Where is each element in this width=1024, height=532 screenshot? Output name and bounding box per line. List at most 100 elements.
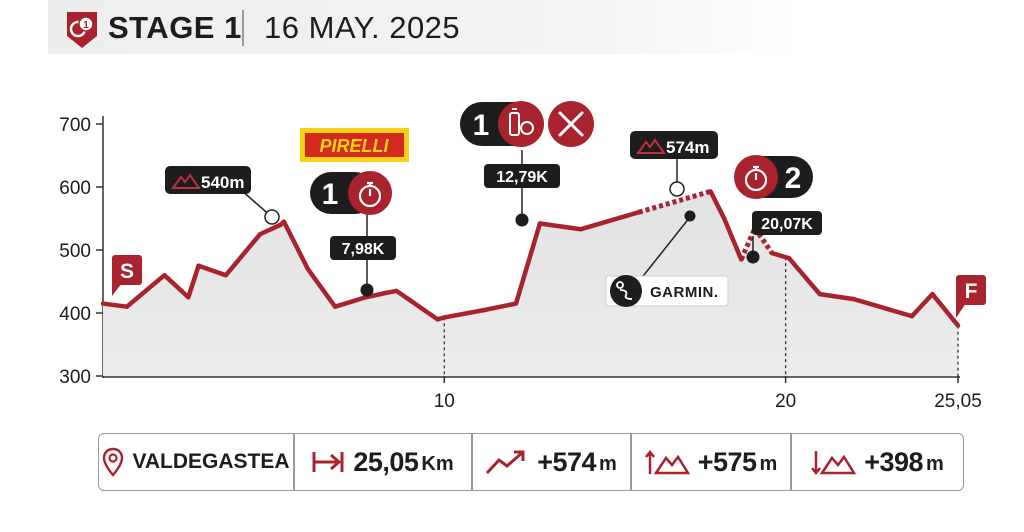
profile-area-fill [103,191,958,376]
summit-540: 540m [165,166,280,225]
profile-segment [305,266,338,309]
max-elevation-value: +574 [537,446,597,477]
y-tick-label: 400 [59,304,91,325]
profile-line [100,189,961,328]
profile-segment [407,298,440,322]
summit-point [669,181,685,197]
start-flag: S [112,255,142,296]
stage-title: STAGE 1 [108,10,242,45]
stat-elevation-loss: +398 m [791,434,963,490]
garmin-label: GARMIN. [650,284,719,301]
profile-segment-dashed [738,226,758,261]
profile-segment-dashed [638,189,712,215]
checkpoint-number: 2 [785,162,802,195]
profile-segment [394,288,413,303]
profile-segment [257,222,283,237]
summit-label: 540m [201,173,244,192]
profile-segment [281,219,311,272]
elevation-loss-unit: m [926,452,944,475]
y-tick-label: 500 [59,241,91,262]
profile-segment [909,291,935,319]
garmin-point: GARMIN. [605,210,729,307]
pirelli-logo: PIRELLI [300,128,409,162]
stage-date: 16 MAY. 2025 [264,10,461,45]
profile-segment [483,301,519,313]
bottle-apple-icon [509,108,534,136]
stat-divider [630,434,632,490]
profile-segment [817,291,857,302]
elevation-gain-value: +575 [697,446,757,477]
stopwatch-icon [358,181,382,208]
profile-segment [930,291,961,328]
mountain-icon [636,138,666,154]
stat-divider [790,434,792,490]
elevation-loss-value: +398 [864,446,924,477]
checkpoint-distance: 20,07K [761,216,813,233]
stats-bar: VALDEGASTEA 25,05 Km +574 m +575 m [98,433,964,491]
stage-marker-icon: 1 [67,12,97,48]
checkpoint-distance: 7,98K [342,241,385,258]
stat-elevation-gain: +575 m [631,434,790,490]
profile-area [103,191,958,376]
tools-icon [558,111,584,137]
y-tick-label: 600 [59,178,91,199]
profile-segment [786,255,823,297]
x-tick-label: 10 [434,391,455,412]
header-bar [48,0,800,54]
y-tick-label: 700 [59,115,91,136]
profile-segment [537,221,584,232]
stat-divider [471,434,473,490]
x-tick-label: 20 [775,391,796,412]
distance-value: 25,05 [353,446,419,477]
x-ticks: 10 20 25,05 [434,257,982,412]
summit-point [264,209,280,225]
start-label: S [120,260,134,283]
profile-segment [851,296,915,319]
y-tick-label: 300 [59,367,91,388]
profile-segment [196,263,229,278]
profile-segment [721,216,744,262]
checkpoint-2: 2 20,07K [734,155,822,264]
pirelli-text: PIRELLI [319,136,389,156]
profile-segment [162,272,191,300]
stat-max-elevation: +574 m [472,434,630,490]
stopwatch-icon [744,165,768,192]
profile-segment [442,307,488,320]
aid-station-point [515,213,529,227]
max-elevation-unit: m [599,452,617,475]
header-divider [242,10,244,46]
profile-segment [363,290,389,300]
profile-segment [124,272,167,309]
y-ticks: 300 400 500 600 700 [59,115,103,388]
checkpoint-number: 1 [322,178,339,211]
trend-up-icon [486,450,525,475]
profile-segment [513,221,543,306]
profile-segment [332,295,369,309]
ascent-icon [644,449,690,475]
stat-divider [293,434,295,490]
profile-segment [578,209,642,232]
summit-574: 574m [630,131,718,197]
x-tick-label: 25,05 [934,391,982,412]
stat-location: VALDEGASTEA [99,434,293,490]
distance-unit: Km [421,452,454,475]
elevation-gain-unit: m [759,452,778,475]
location-pin-icon [103,447,124,477]
aid-station-distance: 12,79K [496,169,548,186]
profile-segment-dashed [752,226,775,255]
aid-station-1: 1 12,79K [460,101,594,227]
location-name: VALDEGASTEA [132,450,290,473]
garmin-route-point [684,210,696,222]
summit-label: 574m [666,138,709,157]
profile-segment [708,189,727,221]
mountain-icon [171,173,201,189]
profile-segment [223,232,263,278]
route-pin-icon [616,281,633,300]
checkpoint-point [746,250,760,264]
stage-badge-number: 1 [83,20,89,31]
descent-icon [811,451,857,476]
checkpoint-1: PIRELLI 1 7,98K [300,128,409,297]
stat-distance: 25,05 Km [294,434,471,490]
profile-segment [769,250,792,261]
